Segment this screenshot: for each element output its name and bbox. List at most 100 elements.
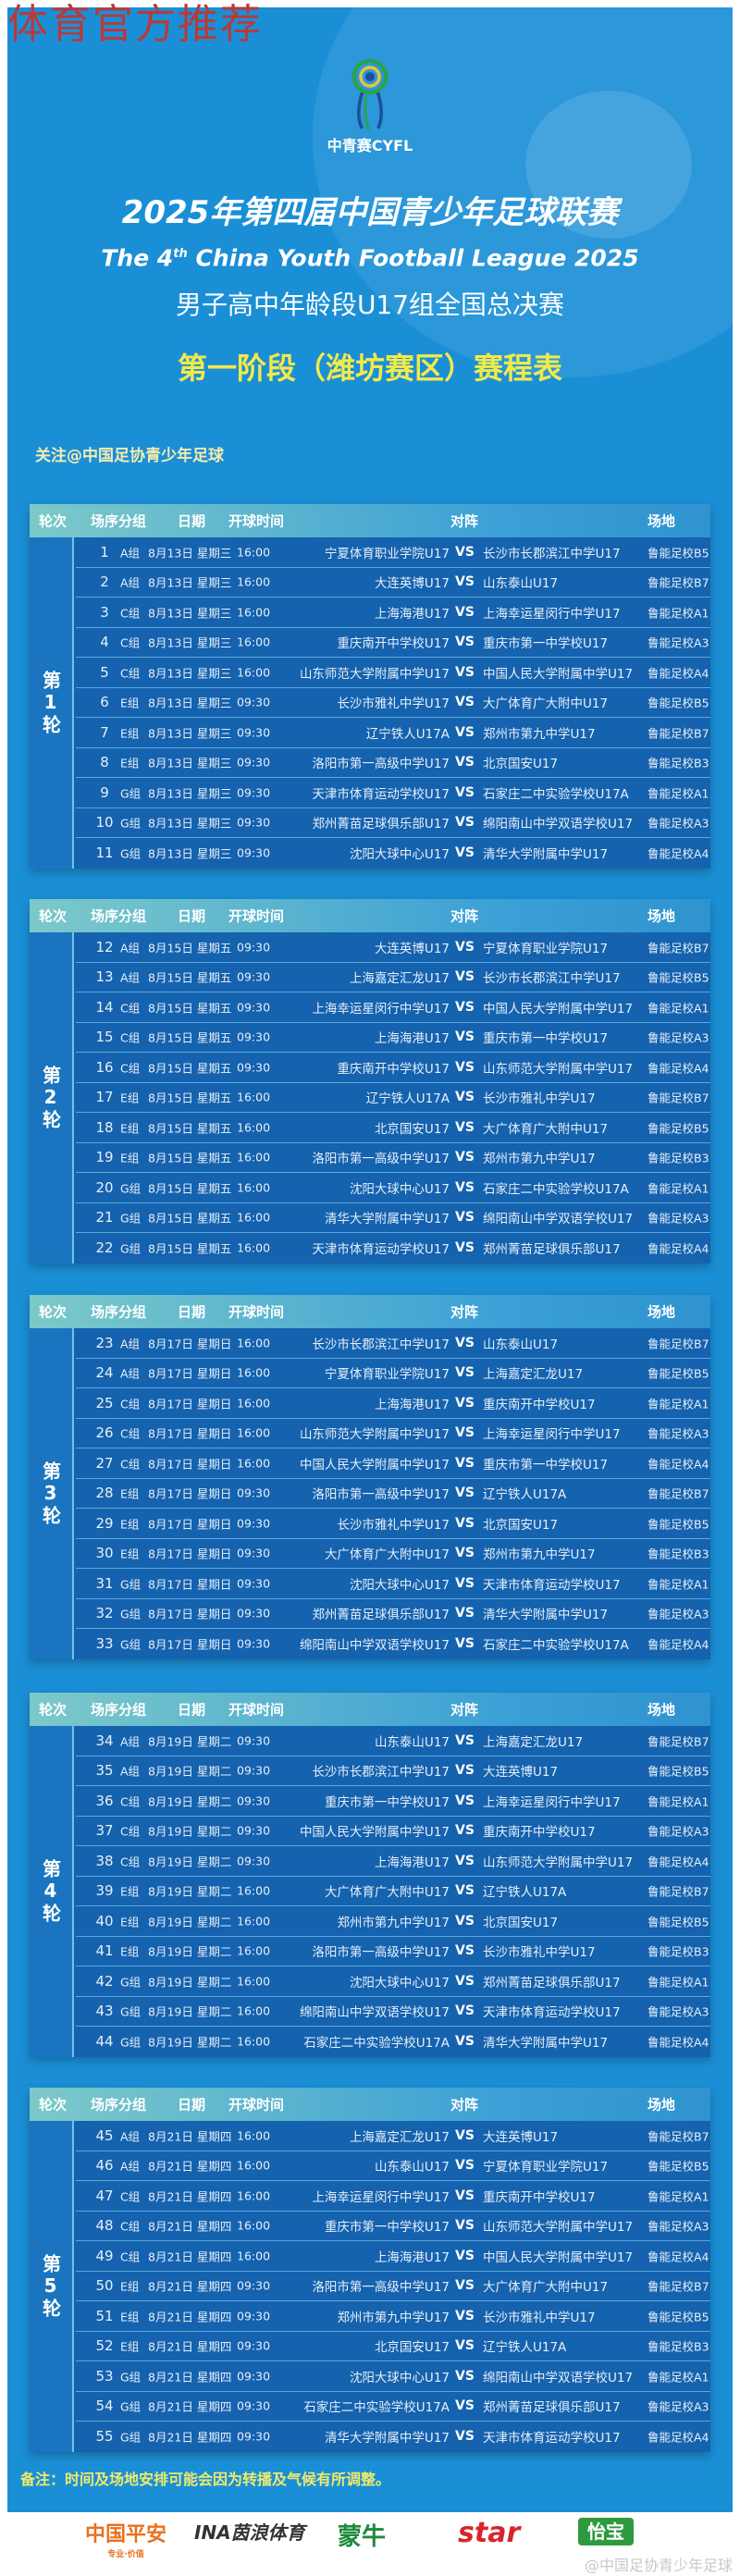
match-number: 11 xyxy=(95,844,114,862)
away-team: 长沙市雅礼中学U17 xyxy=(483,1945,596,1961)
away-team: 大连英博U17 xyxy=(483,1765,559,1781)
away-team: 长沙市雅礼中学U17 xyxy=(483,2310,596,2325)
table-row: 9 G组 8月13日 星期三 09:30 天津市体育运动学校U17 VS 石家庄… xyxy=(76,778,710,808)
kickoff-time: 16:00 xyxy=(237,1210,271,1225)
header-match: 对阵 xyxy=(450,1303,479,1321)
home-team: 天津市体育运动学校U17 xyxy=(312,786,450,802)
vs-label: VS xyxy=(455,1575,475,1591)
match-date: 8月17日 星期日 xyxy=(148,1517,232,1532)
table-row: 53 G组 8月21日 星期四 09:30 沈阳大球中心U17 VS 绵阳南山中… xyxy=(76,2361,710,2392)
match-number: 42 xyxy=(95,1972,114,1990)
kickoff-time: 16:00 xyxy=(237,2128,271,2143)
match-group: G组 xyxy=(120,1181,142,1196)
venue: 鲁能足校A4 xyxy=(648,1637,709,1652)
away-team: 天津市体育运动学校U17 xyxy=(483,2431,621,2447)
venue: 鲁能足校A3 xyxy=(648,1824,709,1839)
schedule-table-round-3: 轮次 场序 分组 日期 开球时间 对阵 场地 第3轮 23 A组 8月17日 星期日 16:0… xyxy=(30,1295,710,1659)
schedule-table-round-5: 轮次 场序 分组 日期 开球时间 对阵 场地 第5轮 45 A组 8月21日 星期四 16:0… xyxy=(30,2088,710,2452)
away-team: 郑州菁苗足球俱乐部U17 xyxy=(483,1242,621,1258)
vs-label: VS xyxy=(455,939,475,955)
venue: 鲁能足校A3 xyxy=(648,1426,709,1441)
table-row: 8 E组 8月13日 星期三 09:30 洛阳市第一高级中学U17 VS 北京国… xyxy=(76,748,710,778)
venue: 鲁能足校A4 xyxy=(648,1061,709,1076)
match-group: E组 xyxy=(120,2279,140,2294)
header-no: 场序 xyxy=(90,2096,119,2114)
away-team: 大广体育广大附中U17 xyxy=(483,696,609,712)
table-row: 29 E组 8月17日 星期日 09:30 长沙市雅礼中学U17 VS 北京国安… xyxy=(76,1509,710,1539)
table-row: 42 G组 8月19日 星期二 16:00 沈阳大球中心U17 VS 郑州菁苗足… xyxy=(76,1966,710,1997)
venue: 鲁能足校B7 xyxy=(648,1884,709,1899)
home-team: 辽宁铁人U17A xyxy=(365,726,450,742)
venue: 鲁能足校B7 xyxy=(648,2279,709,2294)
vs-label: VS xyxy=(455,2308,475,2323)
vs-label: VS xyxy=(455,1150,475,1165)
vs-label: VS xyxy=(455,544,475,560)
venue: 鲁能足校A3 xyxy=(648,635,709,650)
venue: 鲁能足校B5 xyxy=(648,546,709,561)
header-date: 日期 xyxy=(177,907,206,925)
table-header: 轮次 场序 分组 日期 开球时间 对阵 场地 xyxy=(30,1693,710,1726)
match-group: E组 xyxy=(120,1091,140,1105)
match-number: 6 xyxy=(100,694,109,711)
table-row: 22 G组 8月15日 星期五 16:00 天津市体育运动学校U17 VS 郑州… xyxy=(76,1233,710,1263)
away-team: 重庆市第一中学校U17 xyxy=(483,636,609,652)
match-date: 8月21日 星期四 xyxy=(148,2279,232,2294)
vs-label: VS xyxy=(455,2158,475,2174)
match-group: E组 xyxy=(120,726,140,741)
vs-label: VS xyxy=(455,2034,475,2050)
away-team: 长沙市长郡滨江中学U17 xyxy=(483,546,621,561)
match-date: 8月13日 星期三 xyxy=(148,816,232,831)
match-group: E组 xyxy=(120,2310,140,2324)
match-number: 47 xyxy=(95,2187,114,2204)
match-group: G组 xyxy=(120,1975,142,1990)
kickoff-time: 09:30 xyxy=(237,2429,271,2444)
match-group: E组 xyxy=(120,1884,140,1899)
venue: 鲁能足校A1 xyxy=(648,1794,709,1809)
header-group: 分组 xyxy=(117,907,147,925)
kickoff-time: 09:30 xyxy=(237,1516,271,1531)
subtitle: 男子高中年龄段U17组全国总决赛 xyxy=(175,290,565,320)
kickoff-time: 09:30 xyxy=(237,1823,271,1838)
match-date: 8月19日 星期二 xyxy=(148,1884,232,1899)
venue: 鲁能足校B5 xyxy=(648,1366,709,1381)
away-team: 郑州菁苗足球俱乐部U17 xyxy=(483,2400,621,2416)
vs-label: VS xyxy=(455,1546,475,1561)
header-date: 日期 xyxy=(177,1701,206,1719)
match-number: 32 xyxy=(95,1605,114,1622)
match-date: 8月17日 星期日 xyxy=(148,1547,232,1561)
header-time: 开球时间 xyxy=(228,512,285,530)
match-group: E组 xyxy=(120,1547,140,1561)
weibo-watermark: @中国足协青少年足球 xyxy=(584,2557,733,2574)
table-row: 31 G组 8月17日 星期日 09:30 沈阳大球中心U17 VS 天津市体育… xyxy=(76,1569,710,1599)
table-row: 2 A组 8月13日 星期三 16:00 大连英博U17 VS 山东泰山U17 … xyxy=(76,568,710,598)
match-group: G组 xyxy=(120,2399,142,2414)
match-group: C组 xyxy=(120,2249,141,2264)
table-row: 11 G组 8月13日 星期三 09:30 沈阳大球中心U17 VS 清华大学附… xyxy=(76,838,710,869)
vs-label: VS xyxy=(455,845,475,861)
header-date: 日期 xyxy=(177,512,206,530)
match-number: 4 xyxy=(100,634,109,651)
venue: 鲁能足校B5 xyxy=(648,1764,709,1779)
home-team: 郑州市第九中学U17 xyxy=(337,1915,450,1930)
home-team: 郑州菁苗足球俱乐部U17 xyxy=(312,1608,450,1623)
match-number: 22 xyxy=(95,1239,114,1257)
vs-label: VS xyxy=(455,1606,475,1621)
match-date: 8月13日 星期三 xyxy=(148,786,232,801)
match-number: 28 xyxy=(95,1485,114,1502)
away-team: 重庆南开中学校U17 xyxy=(483,1825,596,1841)
away-team: 辽宁铁人U17A xyxy=(483,1885,567,1901)
header-round: 轮次 xyxy=(38,2096,68,2114)
kickoff-time: 16:00 xyxy=(237,1425,271,1440)
match-number: 5 xyxy=(100,663,109,681)
table-row: 21 G组 8月15日 星期五 16:00 清华大学附属中学U17 VS 绵阳南… xyxy=(76,1203,710,1233)
away-team: 绵阳南山中学双语学校U17 xyxy=(483,817,634,832)
match-date: 8月15日 星期五 xyxy=(148,1121,232,1136)
match-number: 27 xyxy=(95,1454,114,1472)
away-team: 宁夏体育职业学院U17 xyxy=(483,2160,609,2175)
venue: 鲁能足校B3 xyxy=(648,1151,709,1165)
vs-label: VS xyxy=(455,1515,475,1531)
kickoff-time: 09:30 xyxy=(237,1546,271,1560)
home-team: 洛阳市第一高级中学U17 xyxy=(312,1152,450,1167)
table-row: 38 C组 8月19日 星期二 09:30 上海海港U17 VS 山东师范大学附… xyxy=(76,1846,710,1877)
header-time: 开球时间 xyxy=(228,1701,285,1719)
